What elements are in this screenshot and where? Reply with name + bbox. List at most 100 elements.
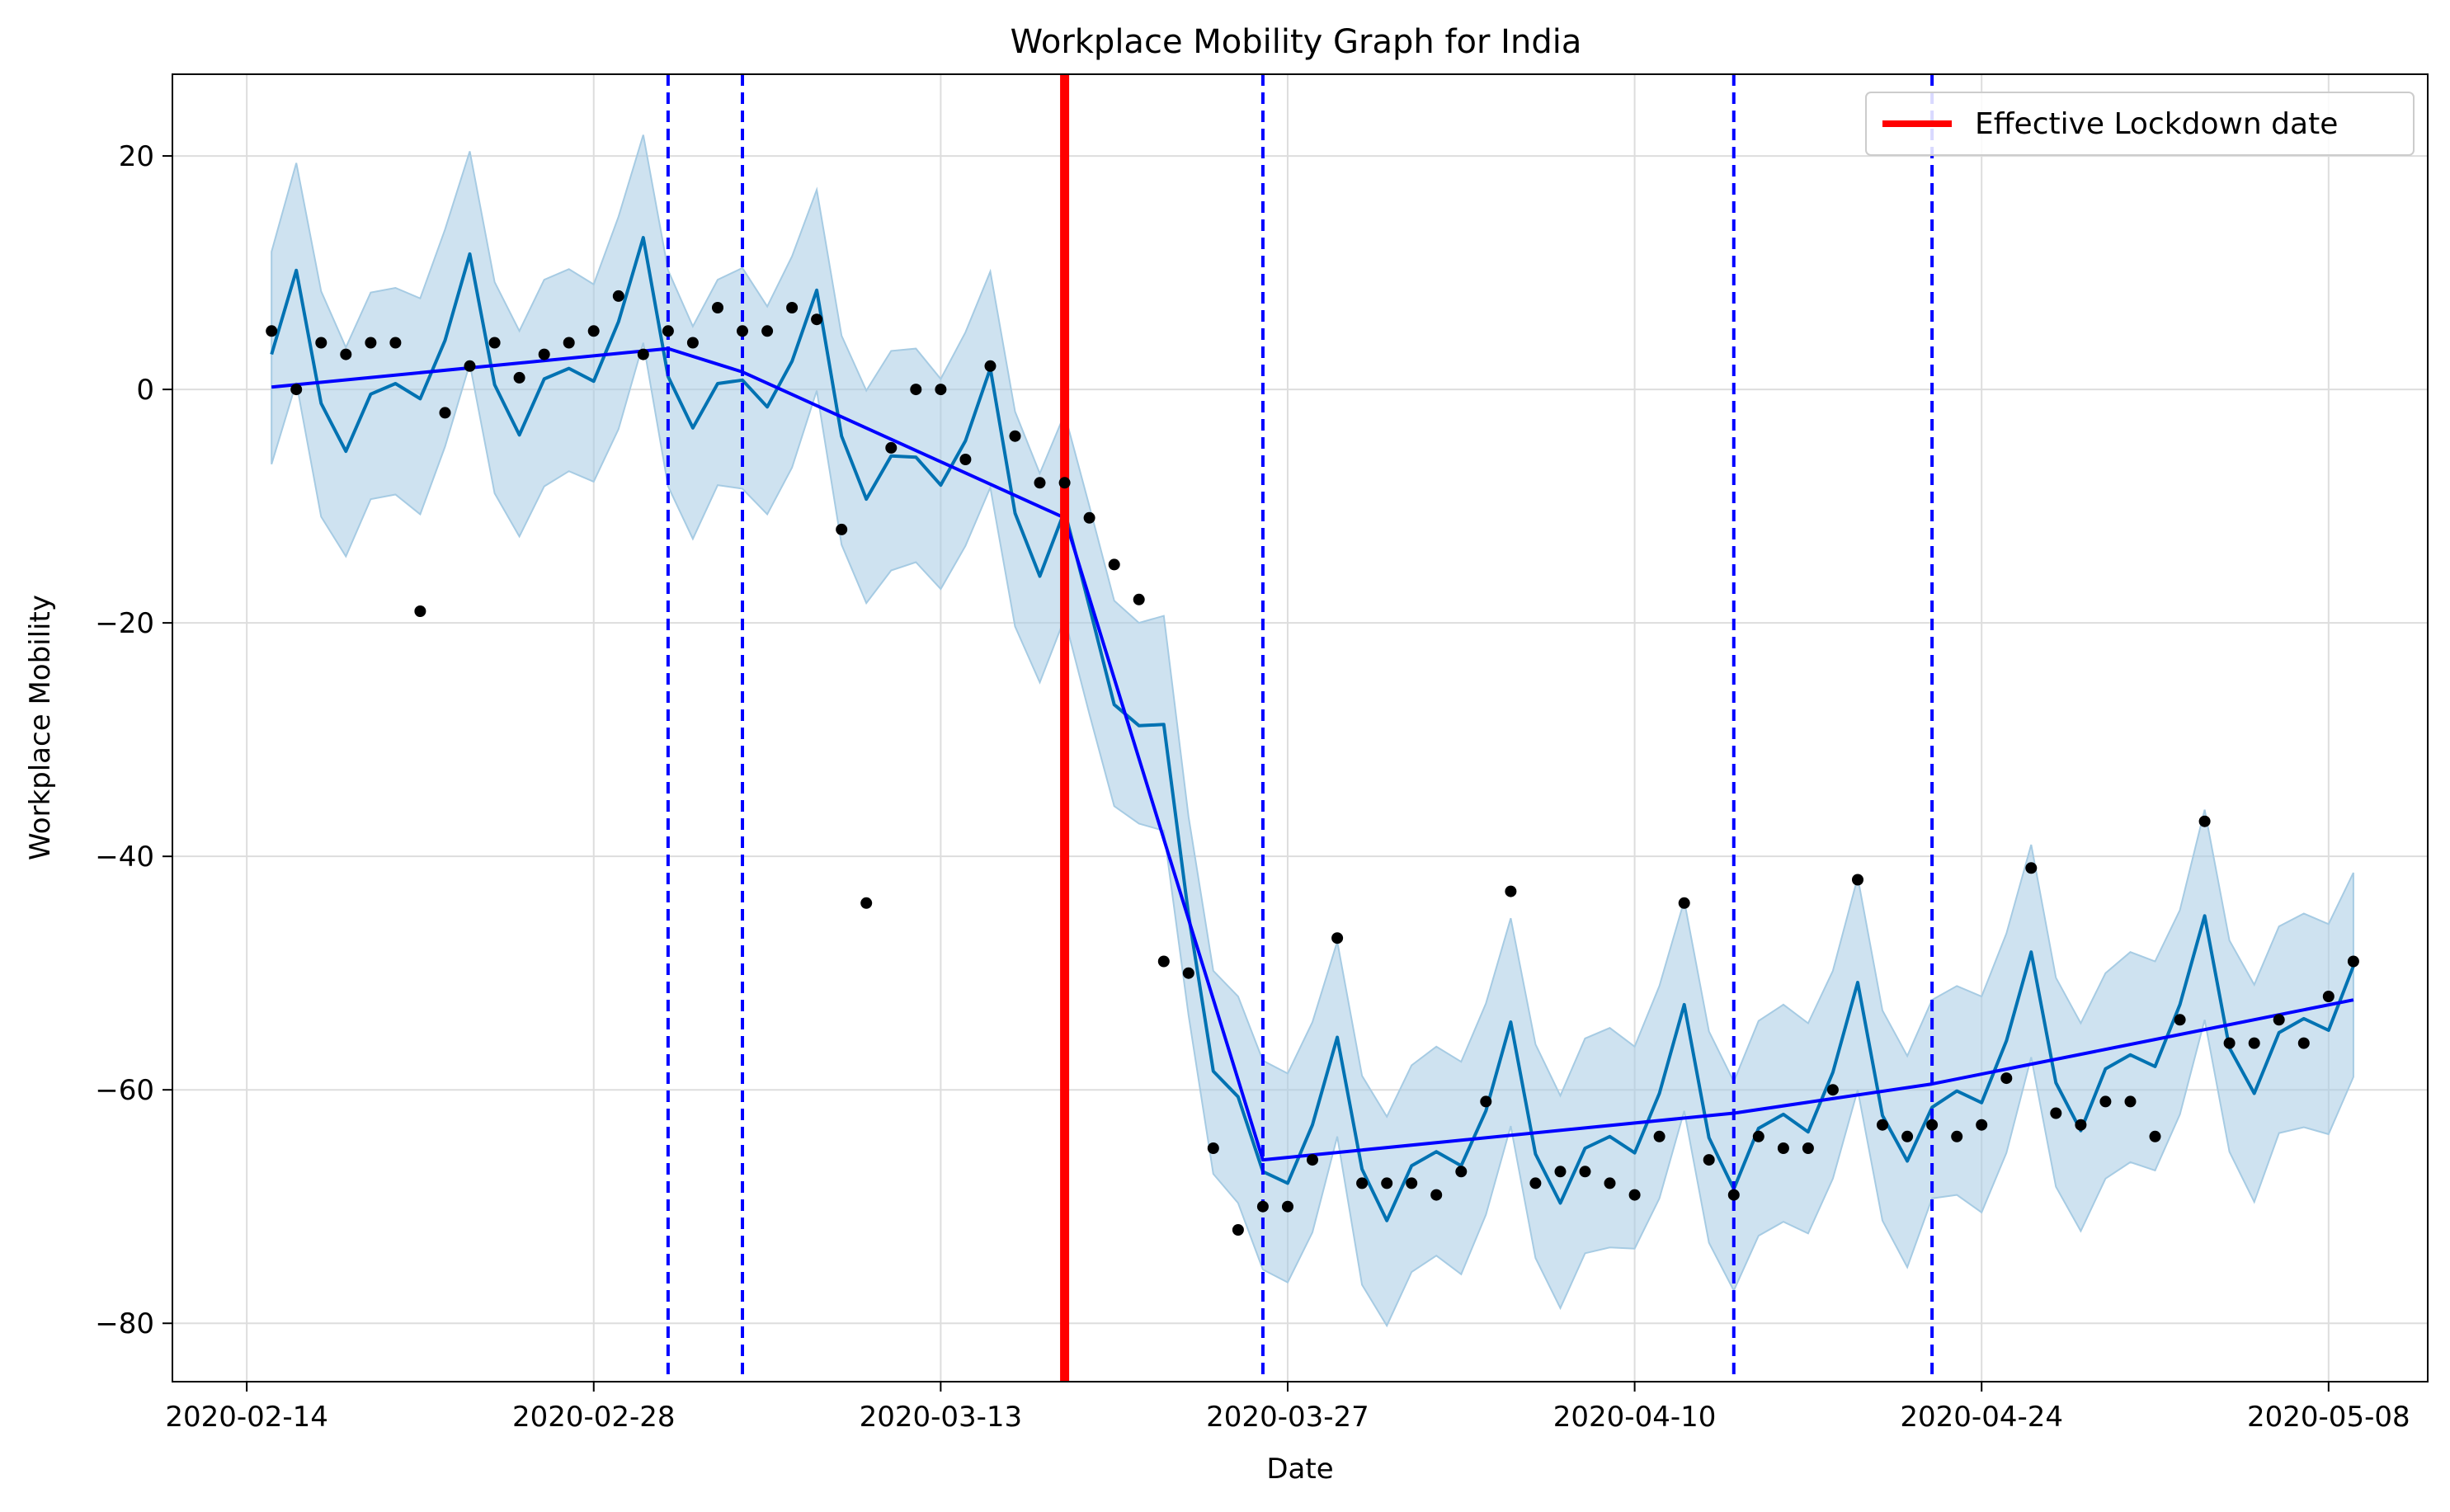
observed-point-56 — [1653, 1130, 1666, 1142]
observed-point-55 — [1628, 1189, 1641, 1201]
observed-point-27 — [935, 384, 947, 396]
observed-point-33 — [1083, 511, 1095, 524]
observed-point-44 — [1356, 1177, 1369, 1189]
observed-point-6 — [414, 605, 426, 617]
observed-point-82 — [2297, 1037, 2310, 1049]
observed-point-1 — [290, 384, 303, 396]
observed-point-5 — [389, 337, 402, 349]
observed-point-50 — [1505, 885, 1517, 897]
x-axis-ticks: 2020-02-14 2020-02-28 2020-03-13 2020-03-27… — [165, 1382, 2410, 1434]
x-tick-label-6: 2020-05-08 — [2247, 1401, 2410, 1434]
y-tick-label-4: −60 — [95, 1074, 154, 1107]
observed-point-39 — [1232, 1224, 1244, 1236]
observed-point-68 — [1951, 1130, 1963, 1142]
observed-point-72 — [2050, 1107, 2062, 1119]
observed-point-74 — [2099, 1095, 2112, 1108]
y-tick-label-2: −20 — [95, 607, 154, 640]
observed-point-7 — [439, 407, 451, 419]
y-tick-label-5: −80 — [95, 1307, 154, 1340]
observed-point-48 — [1455, 1166, 1468, 1178]
observed-point-54 — [1604, 1177, 1616, 1189]
observed-point-73 — [2075, 1119, 2087, 1131]
observed-point-25 — [885, 441, 898, 454]
observed-point-42 — [1307, 1154, 1318, 1166]
y-tick-label-1: 0 — [136, 374, 154, 407]
observed-point-69 — [1976, 1119, 1988, 1131]
grid — [172, 74, 2428, 1382]
observed-point-57 — [1678, 897, 1690, 909]
observed-point-45 — [1381, 1177, 1393, 1189]
observed-point-31 — [1034, 477, 1046, 489]
observed-point-77 — [2174, 1014, 2186, 1026]
observed-point-40 — [1256, 1200, 1269, 1213]
observed-point-37 — [1182, 967, 1194, 979]
observed-point-0 — [266, 325, 278, 337]
observed-point-15 — [637, 348, 649, 360]
x-tick-label-1: 2020-02-28 — [512, 1401, 676, 1434]
trend-line — [271, 346, 2354, 1162]
observed-point-65 — [1877, 1119, 1888, 1131]
observed-point-38 — [1207, 1142, 1219, 1154]
observed-point-4 — [365, 337, 377, 349]
observed-point-52 — [1554, 1166, 1567, 1178]
observed-point-79 — [2223, 1037, 2236, 1049]
changepoint-lines — [666, 74, 1934, 1382]
x-tick-label-3: 2020-03-27 — [1206, 1401, 1369, 1434]
observed-point-26 — [910, 384, 922, 396]
observed-point-22 — [811, 313, 823, 326]
observed-point-11 — [538, 348, 550, 360]
observed-point-47 — [1430, 1189, 1443, 1201]
plot-frame — [172, 73, 2429, 1382]
observed-point-32 — [1058, 477, 1071, 489]
observed-point-16 — [662, 325, 674, 337]
observed-point-60 — [1752, 1130, 1764, 1142]
legend: Effective Lockdown date — [1865, 92, 2415, 156]
observed-point-76 — [2149, 1130, 2161, 1142]
observed-point-78 — [2198, 815, 2211, 827]
x-tick-label-5: 2020-04-24 — [1900, 1401, 2063, 1434]
observed-point-70 — [2000, 1072, 2013, 1085]
observed-point-62 — [1802, 1142, 1814, 1154]
observed-point-2 — [315, 337, 327, 349]
observed-point-30 — [1009, 430, 1021, 442]
chart-title: Workplace Mobility Graph for India — [1011, 23, 1582, 61]
y-axis-ticks: 20 0 −20 −40 −60 −80 — [95, 140, 172, 1340]
observed-point-46 — [1406, 1177, 1418, 1189]
uncertainty-band — [271, 134, 2354, 1328]
observed-point-29 — [984, 360, 996, 372]
observed-point-80 — [2248, 1037, 2260, 1049]
observed-point-34 — [1108, 558, 1120, 571]
y-tick-label-3: −40 — [95, 841, 154, 874]
observed-point-58 — [1703, 1154, 1715, 1166]
observed-point-20 — [761, 325, 774, 337]
observed-point-23 — [836, 523, 848, 535]
observed-point-9 — [488, 337, 501, 349]
observed-point-18 — [712, 302, 723, 313]
observed-point-61 — [1777, 1142, 1789, 1154]
x-tick-label-2: 2020-03-13 — [860, 1401, 1023, 1434]
observed-point-10 — [513, 371, 525, 384]
observed-point-36 — [1157, 955, 1170, 968]
x-tick-label-0: 2020-02-14 — [165, 1401, 328, 1434]
x-tick-label-4: 2020-04-10 — [1553, 1401, 1717, 1434]
observed-point-3 — [340, 348, 352, 360]
observed-point-67 — [1926, 1119, 1939, 1131]
observed-point-81 — [2273, 1014, 2285, 1026]
forecast-series — [270, 236, 2355, 1222]
legend-box — [1865, 92, 2415, 156]
observed-point-84 — [2347, 955, 2359, 968]
observed-point-63 — [1826, 1084, 1839, 1096]
observed-point-49 — [1480, 1095, 1492, 1108]
uncertainty-band-area — [271, 134, 2354, 1328]
observed-point-43 — [1331, 932, 1344, 944]
trend-series — [271, 346, 2354, 1162]
y-tick-label-0: 20 — [119, 140, 154, 173]
observed-point-41 — [1282, 1200, 1293, 1213]
observed-point-14 — [612, 290, 624, 302]
observed-point-17 — [686, 337, 699, 349]
y-axis-label: Workplace Mobility — [24, 595, 57, 860]
observed-point-83 — [2322, 991, 2335, 1002]
observed-point-66 — [1901, 1130, 1914, 1142]
